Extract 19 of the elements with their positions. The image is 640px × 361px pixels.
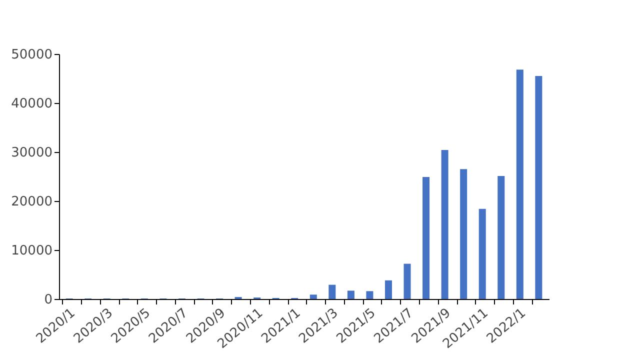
y-tick-label: 30000 (11, 146, 52, 160)
y-tick-label: 20000 (11, 194, 52, 210)
y-tick-label: 40000 (11, 96, 52, 112)
bar (328, 284, 336, 299)
bar (366, 291, 374, 299)
bar (516, 70, 524, 299)
y-tick-label: 50000 (11, 48, 52, 62)
y-tick-label: 0 (44, 292, 52, 308)
bar (498, 176, 505, 299)
bar (384, 280, 392, 299)
bar (460, 169, 468, 299)
bar (310, 294, 317, 299)
bar (441, 150, 448, 299)
bar (422, 176, 430, 299)
bar (404, 264, 411, 299)
y-tick-label: 10000 (11, 244, 52, 258)
bar (347, 290, 354, 299)
bar (535, 76, 542, 299)
bar (478, 208, 486, 299)
